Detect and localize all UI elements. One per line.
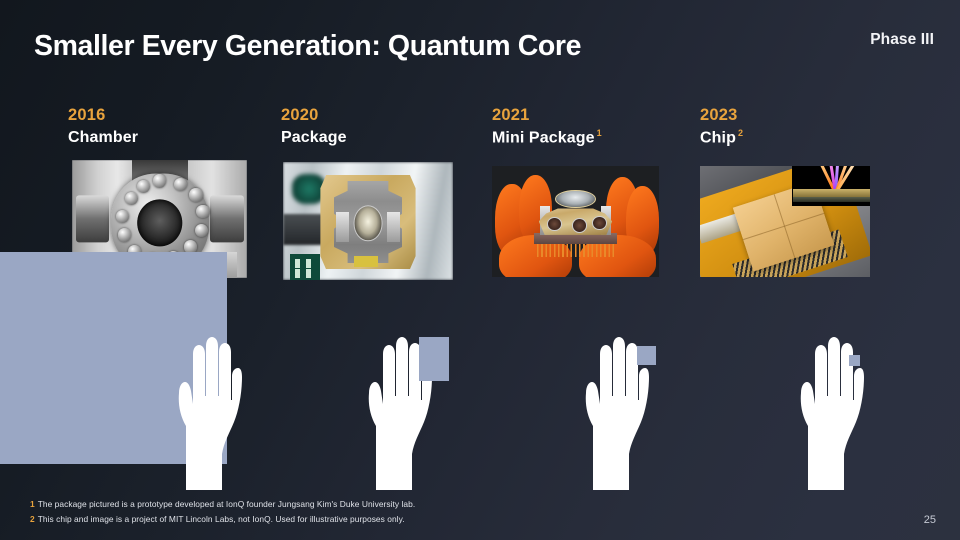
hand-silhouette-2016: [168, 330, 242, 490]
footnote-marker: 2: [737, 127, 744, 138]
footnote-text: This chip and image is a project of MIT …: [37, 513, 405, 524]
package-top-aperture: [555, 190, 596, 209]
package-viewport: [353, 205, 383, 242]
page-number: 25: [923, 514, 936, 526]
column-header-2021: 2021 Mini Package 1: [492, 105, 707, 149]
chamber-bolt: [196, 204, 210, 219]
package-substrate: [533, 232, 618, 244]
gold-package-module-photo: [283, 162, 453, 280]
year-label: 2016: [68, 106, 106, 124]
hand-silhouette-2023: [790, 330, 864, 490]
year-label: 2021: [492, 106, 530, 124]
package-window-right: [592, 215, 608, 231]
package-window-center: [572, 218, 588, 233]
chamber-bolt: [184, 240, 198, 254]
stage-label: Chip 2: [700, 127, 744, 146]
scale-block-chip: [849, 355, 860, 366]
column-header-2016: 2016 Chamber: [68, 105, 283, 148]
year-label: 2023: [700, 106, 738, 124]
scale-block-mini-package: [637, 346, 656, 365]
footnote-marker: 1: [30, 499, 35, 510]
footnote-text: The package pictured is a prototype deve…: [37, 499, 416, 510]
chamber-port-left: [75, 195, 109, 243]
laser-beam-inset-photo: [792, 166, 870, 206]
page-title: Smaller Every Generation: Quantum Core: [34, 30, 582, 62]
chamber-bolt: [194, 223, 208, 238]
chamber-bolt: [152, 174, 166, 188]
lab-equipment-blur: [291, 173, 326, 205]
chamber-viewport: [136, 198, 183, 247]
footnote-marker: 1: [596, 127, 602, 138]
footnote-marker: 2: [30, 513, 35, 524]
footnotes: 1 The package pictured is a prototype dev…: [30, 497, 415, 526]
stage-label: Mini Package 1: [492, 127, 602, 146]
chamber-port-right: [210, 195, 244, 243]
chamber-bolt: [173, 177, 187, 192]
stage-label: Chamber: [68, 128, 139, 146]
chamber-bolt: [124, 191, 138, 206]
gloved-hand-mini-package-photo: [492, 166, 659, 277]
package-side-clamp-right: [386, 211, 401, 243]
chamber-bolt: [117, 228, 131, 242]
package-side-clamp-left: [335, 211, 350, 243]
footnote-2: 2 This chip and image is a project of MIT…: [30, 512, 415, 526]
chip-on-pcb-photo: [700, 166, 870, 277]
inset-chip-base: [793, 197, 870, 202]
footnote-1: 1 The package pictured is a prototype dev…: [30, 497, 415, 511]
phase-badge: Phase III: [870, 31, 934, 48]
package-pins: [537, 243, 614, 257]
hand-silhouette-2021: [575, 330, 649, 490]
chamber-bolt: [115, 209, 130, 223]
yellow-tab: [354, 256, 379, 267]
green-pcb: [289, 254, 321, 280]
stage-label: Package: [281, 128, 347, 146]
scale-block-package: [419, 337, 449, 381]
chamber-bolt: [136, 180, 151, 194]
hand-silhouette-2020: [358, 330, 432, 490]
inset-waveguide-chip: [793, 189, 870, 198]
year-label: 2020: [281, 106, 319, 124]
chamber-bolt: [189, 188, 203, 202]
column-header-2023: 2023 Chip 2: [700, 105, 915, 149]
package-window-left: [547, 217, 563, 232]
column-header-2020: 2020 Package: [281, 105, 496, 148]
